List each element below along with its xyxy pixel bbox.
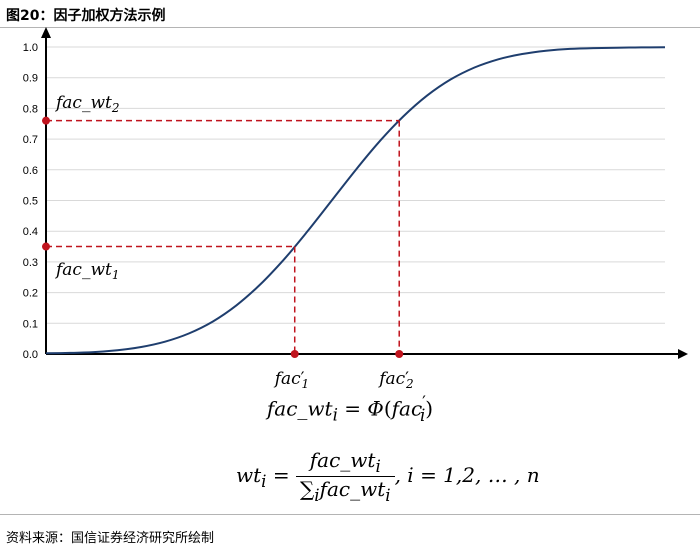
- source-note: 资料来源：国信证券经济研究所绘制: [6, 531, 215, 546]
- y-tick-label: 0.0: [23, 349, 38, 361]
- f1-arg: fac: [391, 396, 423, 421]
- y-axis-arrow: [41, 27, 51, 38]
- f1-close: ): [425, 396, 434, 421]
- figure-footer: 资料来源：国信证券经济研究所绘制: [0, 512, 700, 550]
- f2-num-sub: i: [375, 457, 381, 476]
- f1-phi: Φ: [367, 396, 384, 421]
- f2-sum-sub: i: [314, 486, 320, 505]
- y-tick-label: 0.3: [23, 257, 38, 269]
- f1-arg-prime: ′: [422, 393, 426, 412]
- f2-den-sub: i: [385, 486, 391, 505]
- footer-divider: [0, 514, 700, 515]
- f2-lhs-sub: i: [261, 472, 267, 491]
- y-marker-1: [42, 242, 50, 251]
- f2-fraction: fac_wti ∑ifac_wti: [295, 448, 395, 505]
- f1-lhs: fac_wt: [266, 396, 333, 421]
- f2-lhs: wt: [236, 463, 262, 487]
- y-marker-2: [42, 116, 50, 125]
- f2-num: fac_wt: [309, 448, 376, 472]
- figure-header: 图20：因子加权方法示例: [0, 0, 700, 34]
- f1-lhs-sub: i: [332, 405, 338, 425]
- x-axis-arrow: [678, 349, 688, 359]
- y-tick-label: 0.4: [23, 226, 38, 238]
- f1-eq: =: [337, 396, 368, 421]
- header-divider: [0, 27, 700, 28]
- f2-denominator: ∑ifac_wti: [296, 477, 395, 505]
- series-line: [45, 46, 666, 355]
- label-fac-1: fac′1: [273, 369, 309, 391]
- sigmoid-chart: 0.0 0.1 0.2 0.3 0.4 0.5 0.6 0.7 0.8 0.9 1.0 fac_wt2…: [23, 27, 688, 391]
- x-marker-2: [395, 350, 404, 358]
- y-tick-label: 0.9: [23, 73, 38, 85]
- f1-arg-sub: i: [419, 405, 426, 425]
- y-tick-label: 0.5: [23, 196, 38, 208]
- label-fac-wt-1: fac_wt1: [54, 260, 119, 282]
- y-tick-label: 0.2: [23, 288, 38, 300]
- f2-sum: ∑: [299, 477, 315, 501]
- label-fac-wt-2: fac_wt2: [54, 93, 119, 115]
- f2-den: fac_wt: [319, 477, 386, 501]
- x-marker-1: [290, 350, 299, 358]
- y-tick-label: 1.0: [23, 42, 38, 54]
- f2-numerator: fac_wti: [295, 448, 395, 477]
- y-tick-label: 0.1: [23, 318, 38, 330]
- f2-tail: , i = 1,2, … , n: [394, 463, 540, 487]
- f2-eq: =: [266, 463, 296, 487]
- y-tick-label: 0.6: [23, 165, 38, 177]
- label-fac-2: fac′2: [377, 369, 413, 391]
- y-tick-label: 0.7: [23, 134, 38, 146]
- y-tick-label: 0.8: [23, 103, 38, 115]
- figure-title: 图20：因子加权方法示例: [6, 8, 166, 24]
- f1-open: (: [383, 396, 392, 421]
- formula-fac-wt: fac_wti = Φ(fac′i): [0, 393, 700, 425]
